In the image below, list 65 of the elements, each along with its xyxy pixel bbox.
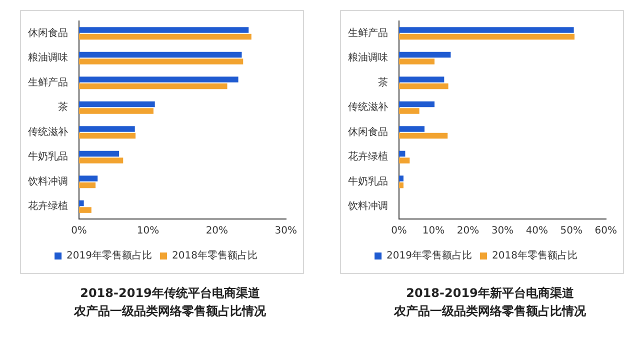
x-tick-label: 50% bbox=[560, 226, 583, 237]
bar bbox=[399, 58, 435, 64]
bar bbox=[79, 27, 249, 33]
x-tick-label: 20% bbox=[206, 226, 228, 237]
legend-label: 2019年零售额占比 bbox=[386, 250, 472, 262]
y-tick-label: 粮油调味 bbox=[28, 52, 68, 64]
x-tick-label: 40% bbox=[526, 226, 548, 237]
bar bbox=[79, 176, 98, 182]
bar bbox=[79, 58, 244, 64]
bar bbox=[399, 150, 406, 157]
bar bbox=[399, 27, 574, 33]
bar bbox=[79, 52, 242, 58]
bar bbox=[79, 108, 154, 114]
y-tick-label: 粮油调味 bbox=[348, 52, 388, 64]
bar bbox=[79, 207, 92, 213]
bar bbox=[399, 126, 425, 132]
y-tick-label: 生鲜产品 bbox=[348, 26, 388, 39]
legend-label: 2018年零售额占比 bbox=[492, 250, 578, 262]
bar bbox=[399, 108, 420, 114]
bar bbox=[79, 34, 252, 40]
bar bbox=[79, 200, 84, 206]
bar bbox=[79, 101, 155, 108]
x-tick-label: 30% bbox=[491, 226, 514, 237]
bar bbox=[79, 126, 135, 132]
text: 2018-2019年新平台电商渠道 bbox=[405, 285, 575, 302]
bar bbox=[399, 158, 410, 164]
bar bbox=[399, 176, 404, 182]
legend-label: 2018年零售额占比 bbox=[172, 250, 258, 262]
y-tick-label: 休闲食品 bbox=[28, 26, 68, 39]
y-tick-label: 生鲜产品 bbox=[28, 76, 68, 88]
x-tick-label: 30% bbox=[274, 226, 298, 237]
y-tick-label: 茶 bbox=[58, 101, 68, 114]
bar bbox=[399, 83, 448, 90]
y-tick-label: 饮料冲调 bbox=[27, 175, 68, 188]
bar bbox=[79, 132, 136, 139]
legend-label: 2019年零售额占比 bbox=[66, 250, 152, 262]
y-tick-label: 花卉绿植 bbox=[348, 150, 388, 163]
y-tick-label: 牛奶乳品 bbox=[28, 150, 68, 163]
bar bbox=[79, 83, 228, 90]
bar bbox=[79, 182, 96, 188]
text: 农产品一级品类网络零售额占比情况 bbox=[72, 303, 267, 320]
bar bbox=[399, 132, 448, 139]
bar bbox=[399, 34, 575, 40]
y-tick-label: 传统滋补 bbox=[348, 101, 388, 114]
bar bbox=[399, 182, 404, 188]
bar bbox=[399, 76, 444, 82]
bar bbox=[399, 101, 435, 108]
x-tick-label: 10% bbox=[136, 226, 160, 237]
y-tick-label: 休闲食品 bbox=[348, 126, 388, 138]
bar bbox=[399, 52, 451, 58]
x-tick-label: 20% bbox=[456, 226, 480, 237]
text: 2018-2019年传统平台电商渠道 bbox=[79, 285, 261, 302]
bar bbox=[79, 158, 124, 164]
y-tick-label: 牛奶乳品 bbox=[348, 175, 388, 188]
text: 农产品一级品类网络零售额占比情况 bbox=[392, 303, 587, 320]
x-tick-label: 0% bbox=[71, 226, 87, 237]
x-tick-label: 0% bbox=[391, 226, 407, 237]
bar bbox=[79, 76, 238, 82]
x-tick-label: 60% bbox=[594, 226, 618, 237]
y-tick-label: 花卉绿植 bbox=[28, 200, 68, 212]
y-tick-label: 茶 bbox=[378, 76, 388, 88]
bar bbox=[79, 150, 119, 157]
x-tick-label: 10% bbox=[422, 226, 445, 237]
y-tick-label: 饮料冲调 bbox=[347, 200, 388, 212]
y-tick-label: 传统滋补 bbox=[28, 126, 68, 138]
